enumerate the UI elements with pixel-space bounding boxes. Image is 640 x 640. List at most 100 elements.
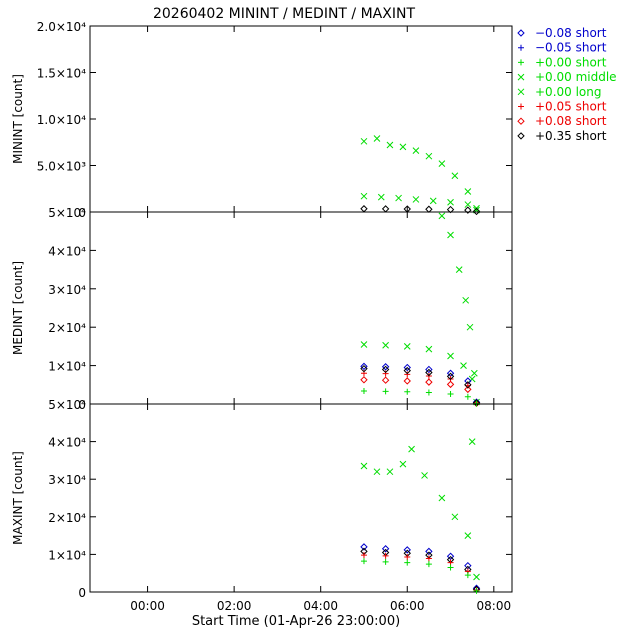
y-tick-label: 5×10⁴ (48, 206, 86, 220)
legend-item: +0.08 short (517, 114, 607, 128)
y-axis-label: MAXINT [count] (11, 451, 25, 545)
y-axis-label: MEDINT [count] (11, 261, 25, 355)
y-tick-label: 3×10⁴ (48, 283, 86, 297)
data-point (451, 172, 459, 180)
data-point (447, 198, 454, 206)
legend-marker (517, 73, 525, 81)
data-point (381, 545, 390, 553)
data-point (360, 462, 368, 470)
data-point (381, 376, 390, 384)
series (360, 341, 480, 406)
series (360, 362, 481, 406)
legend-label: +0.00 short (535, 55, 607, 69)
data-point (447, 352, 454, 360)
data-point (404, 559, 411, 566)
data-point (464, 393, 471, 400)
y-tick-label: 0 (78, 586, 86, 600)
legend-marker (517, 88, 525, 96)
series (360, 376, 481, 407)
data-point (403, 366, 411, 375)
chart-title: 20260402 MININT / MEDINT / MAXINT (153, 6, 415, 22)
data-point (470, 369, 478, 377)
data-point (460, 362, 467, 369)
data-point (447, 391, 454, 398)
data-point (472, 207, 481, 216)
data-point (466, 323, 474, 331)
data-point (425, 365, 433, 374)
data-point (403, 377, 411, 385)
data-point (373, 135, 381, 142)
y-tick-label: 1.5×10⁴ (37, 67, 86, 81)
data-point (455, 266, 463, 273)
y-tick-label: 2×10⁴ (48, 321, 86, 335)
y-tick-label: 5×10⁴ (48, 398, 86, 412)
data-point (446, 372, 455, 381)
data-point (381, 365, 390, 374)
x-tick-label: 00:00 (130, 599, 165, 613)
legend: −0.08 short−0.05 short+0.00 short+0.00 m… (517, 26, 617, 143)
data-point (360, 552, 367, 559)
series (360, 543, 481, 592)
data-point (446, 380, 455, 389)
y-tick-label: 3×10⁴ (48, 473, 86, 487)
series (360, 192, 480, 214)
y-tick-label: 5.0×10³ (37, 160, 86, 174)
data-point (464, 381, 472, 389)
data-point (425, 561, 432, 568)
legend-item: −0.08 short (517, 26, 607, 40)
legend-item: +0.05 short (518, 100, 607, 114)
legend-label: +0.00 long (535, 85, 602, 99)
x-tick-label: 06:00 (390, 599, 425, 613)
x-tick-label: 02:00 (217, 599, 252, 613)
series (360, 370, 480, 406)
data-point (464, 206, 472, 214)
data-point (382, 552, 389, 559)
legend-marker (518, 44, 524, 51)
data-point (360, 205, 368, 213)
data-point (447, 564, 454, 571)
data-point (360, 364, 368, 373)
data-point (462, 296, 470, 304)
data-point (404, 554, 411, 561)
data-point (473, 587, 480, 594)
data-point (360, 543, 368, 551)
legend-label: −0.05 short (535, 41, 607, 55)
data-point (438, 160, 446, 167)
data-point (425, 378, 433, 386)
legend-label: +0.35 short (535, 129, 607, 143)
data-point (438, 212, 446, 220)
panel-3: 0 1×10⁴ 2×10⁴ 3×10⁴ 4×10⁴ 5×10⁴ MAXINT [count] (11, 398, 513, 600)
data-point (447, 231, 454, 239)
y-tick-label: 4×10⁴ (48, 244, 86, 258)
data-point (464, 201, 472, 208)
data-point (464, 385, 472, 394)
data-point (399, 460, 407, 468)
legend-item: −0.05 short (518, 41, 607, 55)
data-point (360, 362, 368, 371)
series (438, 212, 478, 377)
series (360, 364, 481, 407)
data-point (421, 472, 428, 479)
data-point (386, 468, 394, 476)
panel-1: 0 5.0×10³ 1.0×10⁴ 1.5×10⁴ 2.0×10⁴ MININT [cou… (11, 20, 513, 220)
data-point (425, 152, 433, 160)
data-point (408, 445, 415, 453)
y-tick-label: 1.0×10⁴ (37, 113, 86, 127)
x-axis-label: Start Time (01-Apr-26 23:00:00) (192, 614, 400, 629)
legend-label: +0.05 short (535, 100, 607, 114)
data-point (360, 387, 367, 394)
series (360, 558, 480, 594)
data-point (377, 193, 385, 201)
series (360, 205, 481, 216)
data-point (446, 552, 455, 560)
legend-label: −0.08 short (535, 26, 607, 40)
data-point (382, 558, 389, 565)
data-point (429, 197, 437, 205)
data-point (425, 555, 432, 562)
data-point (386, 141, 394, 149)
data-point (403, 343, 411, 350)
data-point (395, 194, 402, 202)
data-point (438, 494, 446, 502)
panel-2: 0 1×10⁴ 2×10⁴ 3×10⁴ 4×10⁴ 5×10⁴ MEDINT [count] (11, 206, 513, 412)
